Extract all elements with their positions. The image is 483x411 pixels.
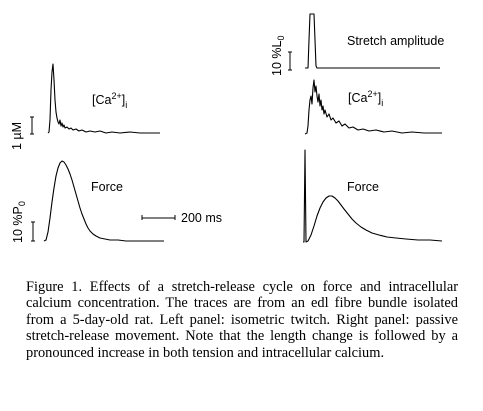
- time-scale-bar: [141, 215, 176, 220]
- left-calcium-trace: [47, 63, 160, 134]
- left-force-label: Force: [91, 180, 123, 194]
- stretch-amplitude-label: Stretch amplitude: [347, 34, 444, 48]
- left-force-scale-label: 10 %P0: [11, 201, 27, 243]
- left-force-scale-bar: [31, 221, 35, 242]
- left-calcium-scale-label: 1 µM: [10, 122, 24, 150]
- caption-text: Effects of a stretch-release cycle on fo…: [26, 279, 458, 361]
- left-force-trace: [43, 160, 164, 242]
- stretch-trace: [305, 13, 440, 69]
- right-force-label: Force: [347, 180, 379, 194]
- right-calcium-trace: [304, 79, 442, 135]
- stretch-scale-bar: [288, 51, 292, 71]
- left-calcium-label: [Ca2+]i: [92, 91, 127, 110]
- caption-label: Figure 1.: [26, 279, 83, 295]
- figure-traces: 1 µM [Ca2+]i 10 %P0 Force 200 ms 10 %L0 …: [10, 13, 444, 243]
- left-panel: 1 µM [Ca2+]i 10 %P0 Force 200 ms: [10, 63, 222, 243]
- stretch-scale-label: 10 %L0: [270, 36, 286, 76]
- left-calcium-scale-bar: [30, 116, 34, 135]
- right-calcium-label: [Ca2+]i: [348, 89, 383, 108]
- figure-caption: Figure 1. Effects of a stretch-release c…: [26, 279, 458, 361]
- right-force-trace: [303, 149, 443, 243]
- time-scale-label: 200 ms: [181, 211, 222, 225]
- right-panel: 10 %L0 Stretch amplitude [Ca2+]i Force: [270, 13, 444, 243]
